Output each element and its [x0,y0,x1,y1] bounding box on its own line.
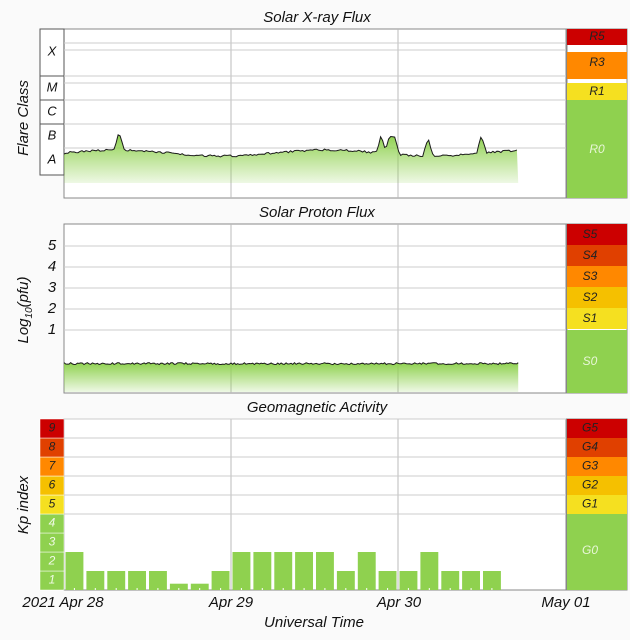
kp-bar [65,552,84,590]
kp-ytick-6: 6 [49,478,56,492]
scale-block-G2 [567,476,627,495]
x-axis-label: Universal Time [264,614,364,631]
kp-bar [316,552,334,590]
scale-label-R5: R5 [589,29,605,43]
kp-bar [441,571,460,590]
proton-ytick-3: 3 [48,279,57,296]
scale-label-S2: S2 [583,290,598,304]
scale-label-G0: G0 [582,543,598,557]
kp-ytick-3: 3 [49,535,56,549]
kp-bar [420,552,439,590]
kp-ytick-7: 7 [49,459,57,473]
scale-label-S0: S0 [583,354,598,368]
scale-block-G5 [567,419,627,438]
scale-block-S0 [567,330,627,393]
proton-flux-line [63,361,519,366]
kp-bar [86,571,105,590]
flare-class-label-A: A [47,151,57,166]
scale-label-S3: S3 [583,269,598,283]
flare-class-box [39,28,65,176]
scale-block-S2 [567,287,627,308]
kp-level-box-9 [39,418,65,439]
scale-block-S3 [567,266,627,287]
scale-block-G4 [567,438,627,457]
kp-bar [232,552,251,590]
scale-block-R5 [567,29,627,45]
scale-label-G1: G1 [582,497,598,511]
proton-ytick-2: 2 [47,300,57,317]
x-tick-label-2: Apr 30 [376,594,422,611]
scale-block-R1 [567,83,627,100]
kp-bar [149,571,167,590]
scale-label-S1: S1 [583,311,598,325]
y-axis-label-kp: Kp index [15,475,32,534]
scale-block-G3 [567,457,627,476]
kp-bar [336,571,355,590]
kp-ytick-2: 2 [48,554,56,568]
chart-title-3: Geomagnetic Activity [247,399,389,416]
kp-ytick-4: 4 [49,516,56,530]
scale-label-G5: G5 [582,421,598,435]
kp-bar [107,571,126,590]
scale-block-G1 [567,495,627,514]
y-axis-label-proton: Log10(pfu) [15,276,35,343]
chart-title-1: Solar X-ray Flux [263,9,371,26]
kp-bar [378,571,397,590]
flare-class-label-M: M [47,79,58,94]
scale-label-R3: R3 [589,55,605,69]
kp-bar [399,571,418,590]
flare-class-label-B: B [48,127,57,142]
scale-block-S4 [567,245,627,266]
kp-bar [211,571,230,590]
scale-block-S5 [567,224,627,245]
flare-class-label-C: C [47,103,57,118]
kp-bar [274,552,293,590]
kp-bar [128,571,146,590]
proton-ytick-1: 1 [48,321,56,338]
scale-block-G0 [567,514,627,590]
scale-label-R1: R1 [589,84,604,98]
xray-flux-fill [64,134,519,183]
kp-bar [357,552,376,590]
kp-ytick-1: 1 [49,573,56,587]
scale-block-S1 [567,308,627,329]
kp-ytick-9: 9 [49,421,56,435]
kp-bar [483,571,501,590]
scale-label-R0: R0 [589,142,605,156]
scale-block-R3 [567,52,627,79]
plot-area-3 [63,418,567,591]
scale-label-G3: G3 [582,459,598,473]
xray-flux-line [63,134,518,158]
y-axis-label-xray: Flare Class [15,80,32,156]
x-tick-label-3: May 01 [541,594,590,611]
scale-label-S5: S5 [583,227,598,241]
scale-block-R0 [567,100,627,198]
chart-title-2: Solar Proton Flux [259,204,375,221]
scale-label-G4: G4 [582,440,598,454]
scale-label-G2: G2 [582,478,598,492]
x-tick-label-1: Apr 29 [208,594,254,611]
proton-ytick-5: 5 [48,237,57,254]
proton-flux-fill [64,362,519,392]
flare-class-label-X: X [47,43,58,58]
kp-bar [169,583,188,590]
kp-ytick-8: 8 [49,440,56,454]
kp-bar [253,552,272,590]
kp-bar [462,571,480,590]
scale-label-S4: S4 [583,248,598,262]
x-tick-label-0: 2021 Apr 28 [21,594,104,611]
kp-bar [190,583,209,590]
kp-ytick-5: 5 [49,497,56,511]
kp-bar [295,552,313,590]
proton-ytick-4: 4 [48,258,56,275]
